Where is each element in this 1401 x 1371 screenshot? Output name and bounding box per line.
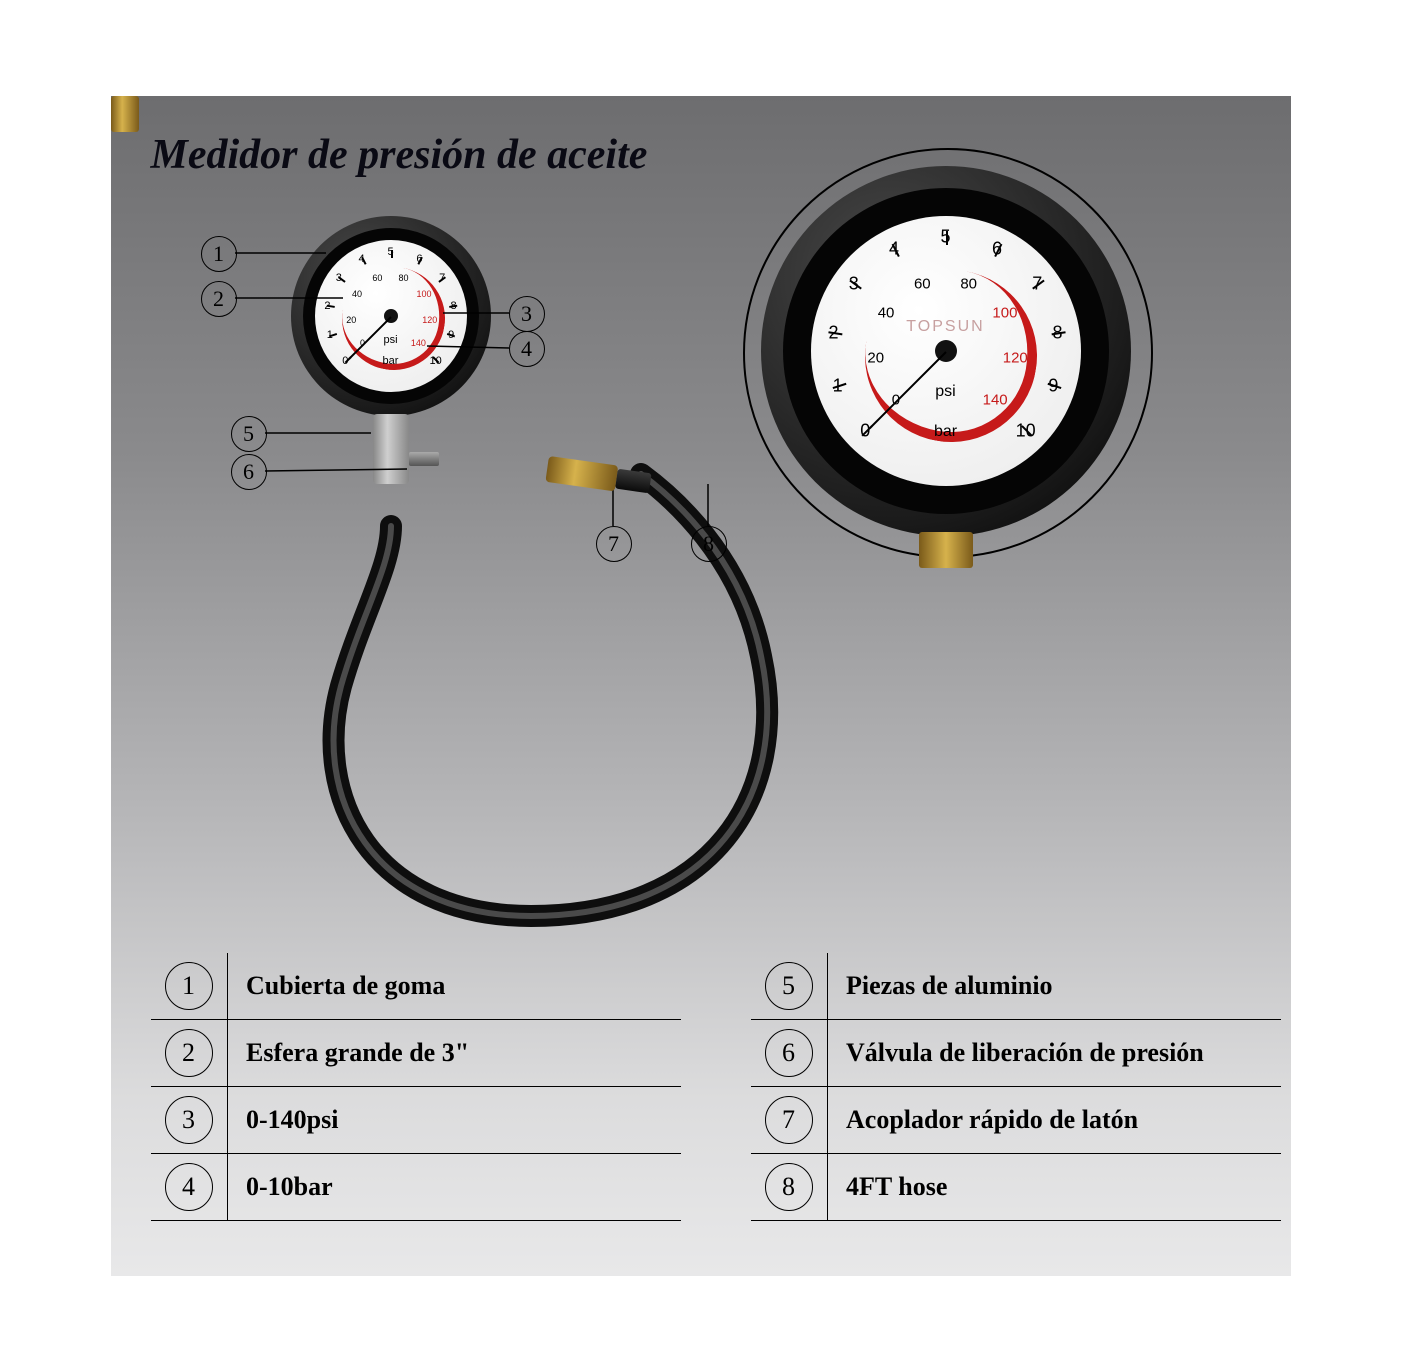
legend-row: 5 Piezas de aluminio — [751, 953, 1281, 1020]
legend-col-right: 5 Piezas de aluminio 6 Válvula de liberació… — [751, 953, 1281, 1221]
gauge-small-face: psi bar 012345678910020406080100120140 — [315, 240, 467, 392]
legend-row: 3 0-140psi — [151, 1087, 681, 1154]
legend-number: 2 — [165, 1029, 213, 1077]
legend-label: Acoplador rápido de latón — [846, 1105, 1138, 1135]
legend-row: 4 0-10bar — [151, 1154, 681, 1221]
legend-number: 4 — [165, 1163, 213, 1211]
product-infographic: Medidor de presión de aceite psi bar 012… — [111, 96, 1291, 1276]
gauge-small: psi bar 012345678910020406080100120140 — [291, 216, 491, 416]
legend-label: Esfera grande de 3" — [246, 1038, 469, 1068]
legend-number: 1 — [165, 962, 213, 1010]
brass-stub — [919, 532, 973, 568]
aluminum-fitting — [373, 414, 409, 484]
callout-7: 7 — [596, 526, 632, 562]
bar-label-large: bar — [934, 423, 957, 441]
page-title: Medidor de presión de aceite — [151, 131, 648, 179]
legend-number: 6 — [765, 1029, 813, 1077]
pressure-release-valve — [409, 452, 439, 466]
gauge-large: TOPSUN psi bar 0123456789100204060801001… — [761, 166, 1131, 536]
legend-col-left: 1 Cubierta de goma 2 Esfera grande de 3" 3 0-… — [151, 953, 681, 1221]
legend-row: 6 Válvula de liberación de presión — [751, 1020, 1281, 1087]
callout-4: 4 — [509, 331, 545, 367]
bar-label: bar — [383, 355, 399, 367]
psi-label-large: psi — [935, 383, 955, 401]
legend-number: 7 — [765, 1096, 813, 1144]
callout-3: 3 — [509, 296, 545, 332]
legend-number: 5 — [765, 962, 813, 1010]
callout-1: 1 — [201, 236, 237, 272]
legend-number: 3 — [165, 1096, 213, 1144]
gauge-large-face: TOPSUN psi bar 0123456789100204060801001… — [811, 216, 1081, 486]
legend-label: Válvula de liberación de presión — [846, 1038, 1204, 1068]
brand-label: TOPSUN — [906, 318, 984, 336]
callout-5: 5 — [231, 416, 267, 452]
legend-label: 0-140psi — [246, 1105, 338, 1135]
callout-6: 6 — [231, 454, 267, 490]
legend-row: 7 Acoplador rápido de latón — [751, 1087, 1281, 1154]
legend-label: 0-10bar — [246, 1172, 333, 1202]
legend-row: 2 Esfera grande de 3" — [151, 1020, 681, 1087]
legend-label: Piezas de aluminio — [846, 971, 1053, 1001]
legend-label: Cubierta de goma — [246, 971, 445, 1001]
brass-connector — [111, 96, 139, 132]
legend: 1 Cubierta de goma 2 Esfera grande de 3" 3 0-… — [151, 953, 1281, 1221]
callout-8: 8 — [691, 526, 727, 562]
legend-row: 8 4FT hose — [751, 1154, 1281, 1221]
legend-row: 1 Cubierta de goma — [151, 953, 681, 1020]
legend-label: 4FT hose — [846, 1172, 947, 1202]
psi-label: psi — [383, 334, 397, 346]
legend-number: 8 — [765, 1163, 813, 1211]
callout-2: 2 — [201, 281, 237, 317]
